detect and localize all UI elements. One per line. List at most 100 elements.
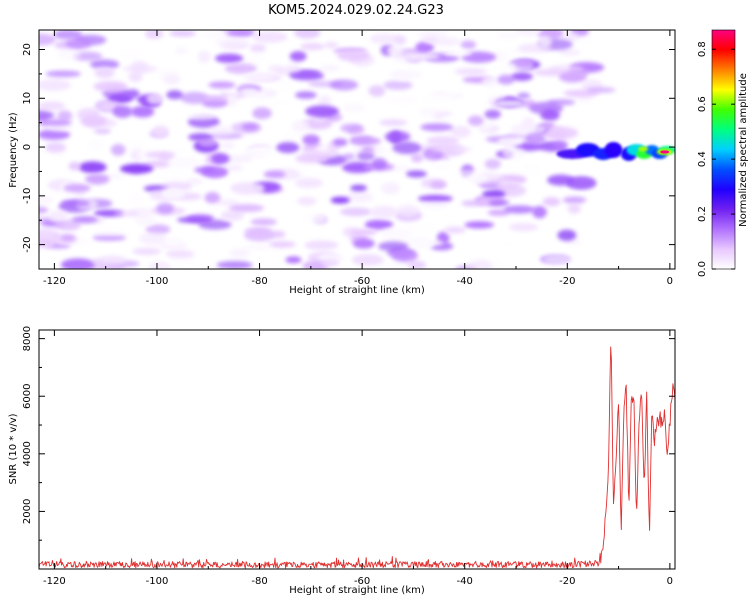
- spectrogram-cell: [295, 177, 323, 189]
- spectrogram-cell: [167, 156, 202, 169]
- spectrogram-cell: [330, 196, 350, 204]
- spectrogram-cell: [467, 115, 484, 126]
- spectrogram-cell: [89, 59, 120, 70]
- spectrogram-cell: [528, 101, 564, 115]
- spectrogram-cell: [39, 195, 54, 205]
- spectrogram-cell: [197, 50, 211, 63]
- spectrogram-cell: [543, 255, 572, 265]
- spectrogram-cell: [250, 218, 277, 226]
- spectrogram-cell: [419, 107, 438, 118]
- spectrogram-cell: [65, 37, 92, 50]
- spectrogram-cell: [145, 224, 171, 235]
- spectrogram-cell: [146, 92, 164, 105]
- spectrogram-x-tick-label: -40: [457, 276, 473, 287]
- spectrogram-cell: [73, 51, 103, 62]
- spectrogram-cell: [484, 109, 501, 119]
- spectrogram-cell: [496, 31, 519, 40]
- spectrogram-cell: [380, 182, 400, 195]
- snr-background: [39, 330, 675, 569]
- spectrogram-cell: [132, 247, 162, 255]
- spectrogram-cell: [368, 85, 386, 97]
- spectrogram-y-tick-label: -10: [22, 188, 33, 204]
- spectrogram-cell: [63, 183, 91, 193]
- spectrogram-cell: [242, 72, 276, 82]
- spectrogram-cell: [201, 95, 228, 102]
- spectrogram-cell: [244, 227, 273, 235]
- spectrogram-cell: [364, 219, 394, 230]
- spectrogram-cell: [532, 205, 547, 219]
- spectrogram-cell: [45, 70, 82, 78]
- spectrogram-cell: [430, 180, 447, 189]
- spectrogram-cell: [562, 196, 587, 204]
- spectrogram-cell: [145, 151, 176, 159]
- spectrogram-x-tick-label: -20: [559, 276, 575, 287]
- spectrogram-cell: [465, 173, 489, 184]
- spectrogram-cell: [39, 237, 54, 247]
- spectrogram-cell: [194, 166, 215, 174]
- spectrogram-cell: [337, 50, 371, 62]
- spectrogram-cell: [349, 136, 382, 146]
- spectrogram-cell: [559, 49, 581, 56]
- spectrogram-cell: [249, 43, 266, 53]
- spectrogram-field: [39, 30, 616, 269]
- spectrogram-cell: [208, 204, 221, 215]
- spectrogram-cell: [558, 71, 586, 83]
- snr-y-tick-label: 4000: [22, 441, 33, 466]
- spectrogram-cell: [78, 161, 107, 174]
- colorbar-tick-label: 0.2: [697, 206, 708, 222]
- spectrogram-cell: [171, 127, 187, 134]
- spectrogram-cell: [225, 93, 238, 107]
- spectrogram-cell: [510, 84, 531, 95]
- spectrogram-cell: [85, 173, 110, 185]
- spectrogram-cell: [129, 193, 144, 204]
- spectrogram-cell: [163, 74, 181, 85]
- spectrogram-cell: [508, 223, 539, 232]
- spectrogram-cell: [497, 136, 524, 146]
- spectrogram-cell: [161, 188, 186, 200]
- spectrogram-cell: [356, 151, 375, 161]
- spectrogram-cell: [515, 30, 542, 37]
- spectrogram-cell: [87, 141, 105, 150]
- spectrogram-cell: [131, 105, 155, 118]
- spectrogram-cell: [230, 122, 263, 134]
- spectrogram-cell: [238, 87, 259, 96]
- spectrogram-cell: [119, 49, 140, 61]
- spectrogram-cell: [320, 64, 340, 72]
- spectrogram-cell: [174, 46, 188, 56]
- spectrogram-cell: [305, 105, 339, 118]
- spectrogram-cell: [460, 40, 477, 50]
- snr-x-tick-label: -60: [354, 576, 370, 587]
- figure-title: KOM5.2024.029.02.24.G23: [268, 3, 444, 18]
- spectrogram-cell: [222, 154, 253, 163]
- spectrogram-cell: [294, 30, 321, 39]
- spectrogram-cell: [406, 170, 427, 178]
- colorbar: 0.0 0.2 0.4 0.6 0.8 Normalized spectral ampl…: [697, 29, 749, 277]
- spectrogram-cell: [396, 204, 420, 217]
- spectrogram-cell: [215, 37, 251, 49]
- spectrogram-cell: [481, 75, 499, 88]
- spectrogram-cell: [163, 237, 184, 246]
- spectrogram-cell: [444, 86, 461, 98]
- spectrogram-x-tick-label: -100: [146, 276, 169, 287]
- spectrogram-cell: [214, 53, 244, 64]
- spectrogram-peak-core: [660, 150, 670, 154]
- spectrogram-cell: [302, 134, 320, 146]
- spectrogram-cell: [407, 260, 427, 269]
- spectrogram-cell: [39, 206, 49, 214]
- spectrogram-cell: [464, 221, 495, 229]
- spectrogram-cell: [393, 71, 411, 82]
- spectrogram-cell: [567, 203, 581, 214]
- spectrogram-cell: [517, 92, 531, 100]
- spectrogram-hot-cell: [604, 141, 623, 158]
- spectrogram-cell: [53, 30, 83, 40]
- spectrogram-cell: [522, 163, 541, 176]
- snr-x-tick-label: -20: [559, 576, 575, 587]
- spectrogram-cell: [39, 79, 71, 91]
- spectrogram-cell: [340, 207, 372, 217]
- spectrogram-cell: [383, 80, 413, 90]
- spectrogram-cell: [450, 125, 471, 138]
- spectrogram-y-tick-label: 20: [22, 43, 33, 56]
- spectrogram-cell: [304, 240, 339, 250]
- spectrogram-y-tick-label: 10: [22, 92, 33, 105]
- spectrogram-frame: [38, 29, 676, 270]
